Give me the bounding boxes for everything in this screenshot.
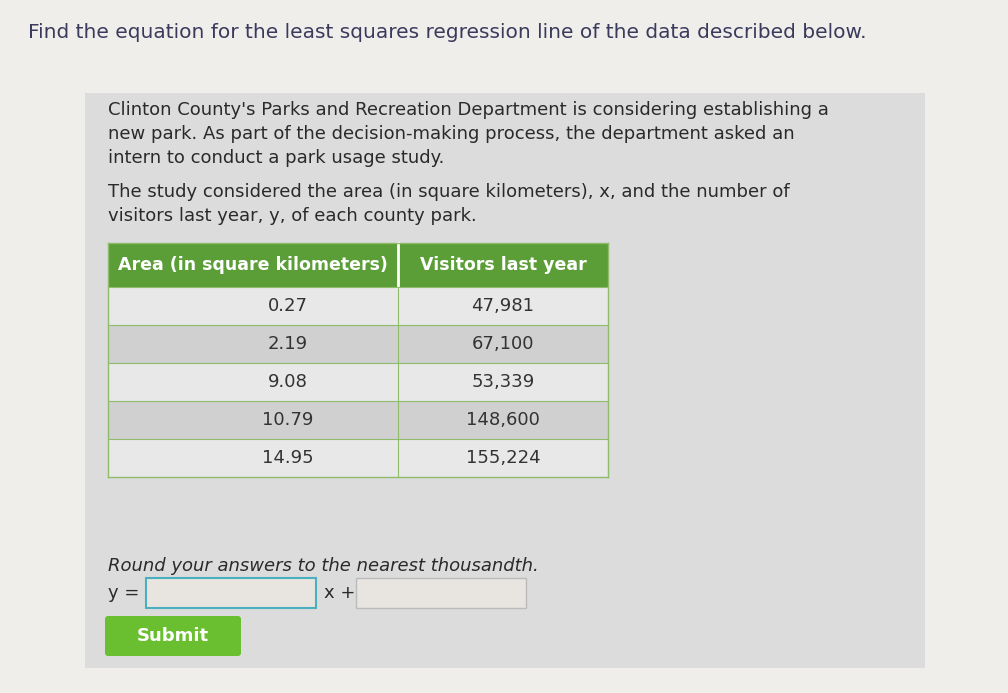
Text: visitors last year, y, of each county park.: visitors last year, y, of each county pa… [108,207,477,225]
Bar [108,439,608,477]
Text: new park. As part of the decision-making process, the department asked an: new park. As part of the decision-making… [108,125,794,143]
Bar [356,578,526,608]
Bar [146,578,316,608]
Bar [108,287,608,325]
Bar [398,243,608,287]
Bar [108,243,398,287]
Text: Visitors last year: Visitors last year [419,256,587,274]
Text: 47,981: 47,981 [472,297,534,315]
Text: 148,600: 148,600 [466,411,540,429]
Text: Area (in square kilometers): Area (in square kilometers) [118,256,388,274]
Text: 67,100: 67,100 [472,335,534,353]
Text: 9.08: 9.08 [268,373,307,391]
Bar [108,401,608,439]
Text: 2.19: 2.19 [268,335,307,353]
Text: 10.79: 10.79 [262,411,313,429]
Text: The study considered the area (in square kilometers), x, and the number of: The study considered the area (in square… [108,183,789,201]
Text: Round your answers to the nearest thousandth.: Round your answers to the nearest thousa… [108,557,538,575]
Bar [108,363,608,401]
Text: intern to conduct a park usage study.: intern to conduct a park usage study. [108,149,445,167]
FancyBboxPatch shape [105,616,241,656]
Text: 155,224: 155,224 [466,449,540,467]
Text: 14.95: 14.95 [262,449,313,467]
Text: 53,339: 53,339 [472,373,534,391]
Bar [85,93,925,668]
Text: y =: y = [108,584,139,602]
Text: Clinton County's Parks and Recreation Department is considering establishing a: Clinton County's Parks and Recreation De… [108,101,829,119]
Text: Submit: Submit [137,627,209,645]
Bar [108,325,608,363]
Text: Find the equation for the least squares regression line of the data described be: Find the equation for the least squares … [28,23,867,42]
Text: 0.27: 0.27 [268,297,307,315]
Text: x +: x + [324,584,356,602]
